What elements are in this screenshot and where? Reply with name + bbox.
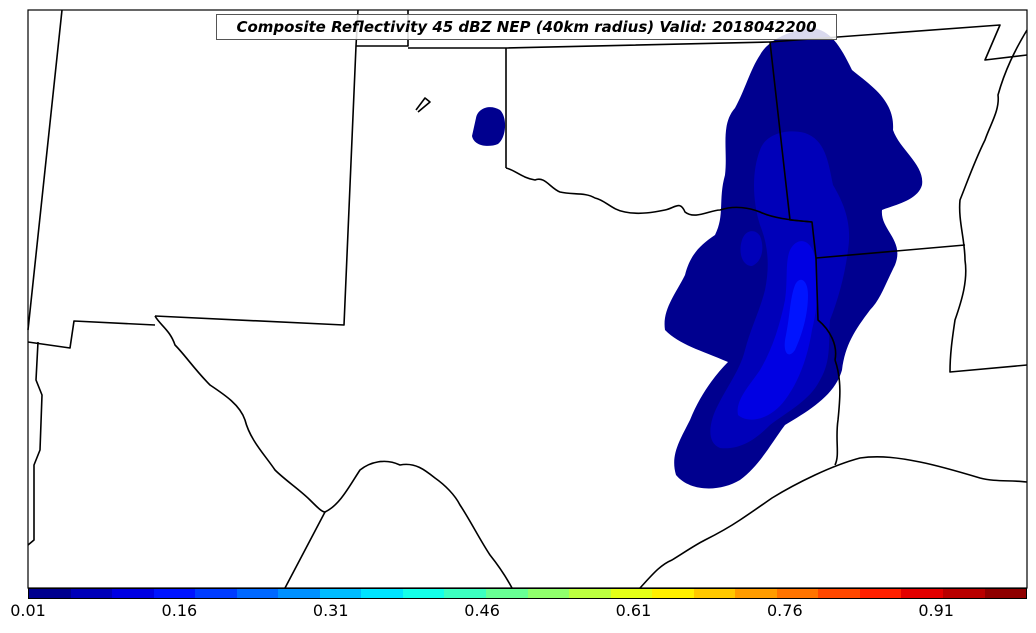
colorbar-swatch [70, 589, 113, 598]
colorbar-swatch [652, 589, 694, 598]
colorbar-swatch [693, 589, 736, 598]
boundary-sabine-river [834, 359, 841, 466]
contour-level-2 [710, 131, 850, 449]
colorbar-swatch [859, 589, 902, 598]
colorbar-swatch [486, 589, 528, 598]
colorbar-swatch [901, 589, 944, 598]
boundary-kansas-south [408, 41, 771, 49]
gulf-coastline [639, 455, 1028, 589]
boundary-mississippi-river [949, 29, 1028, 373]
colorbar-swatch [610, 589, 653, 598]
colorbar-swatch [569, 589, 611, 598]
colorbar-swatch [984, 589, 1027, 598]
colorbar-swatch [278, 589, 320, 598]
colorbar-swatch [29, 589, 71, 598]
boundary-mexico-interior [284, 511, 326, 589]
boundary-rio-grande [154, 315, 513, 589]
colorbar-swatch [527, 589, 570, 598]
colorbar-tick-label: 0.91 [918, 601, 954, 620]
boundary-mexico-west [27, 341, 43, 546]
colorbar-swatch [943, 589, 985, 598]
colorbar [28, 588, 1027, 599]
colorbar-swatch [444, 589, 487, 598]
colorbar-swatch [361, 589, 403, 598]
colorbar-swatch [402, 589, 445, 598]
contour-level-4 [784, 279, 808, 355]
colorbar-swatch [195, 589, 237, 598]
lake-reservoir [415, 97, 431, 113]
boundary-arkansas-west [769, 41, 837, 361]
boundary-missouri-south [769, 24, 1028, 61]
colorbar-swatch [735, 589, 777, 598]
colorbar-swatch [112, 589, 154, 598]
colorbar-swatch [776, 589, 819, 598]
colorbar-tick-label: 0.46 [464, 601, 500, 620]
colorbar-tick-label: 0.31 [312, 601, 349, 620]
contour-level-1-isolated [472, 107, 506, 146]
colorbar-swatch [818, 589, 860, 598]
colorbar-tick-label: 0.76 [767, 601, 803, 620]
state-boundaries [27, 9, 1028, 589]
probability-contours [472, 28, 923, 489]
contour-level-2-west [740, 231, 763, 266]
colorbar-swatch [236, 589, 279, 598]
boundary-nm-north [27, 320, 156, 349]
colorbar-tick-label: 0.61 [615, 601, 652, 620]
map-title: Composite Reflectivity 45 dBZ NEP (40km … [216, 14, 837, 40]
boundary-red-river [505, 167, 813, 223]
colorbar-swatch [153, 589, 196, 598]
colorbar-tick-label: 0.16 [161, 601, 198, 620]
boundary-west-vertical [27, 9, 63, 331]
colorbar-swatch [319, 589, 362, 598]
boundary-arkansas-south [815, 244, 966, 259]
colorbar-tick-label: 0.01 [10, 601, 46, 620]
